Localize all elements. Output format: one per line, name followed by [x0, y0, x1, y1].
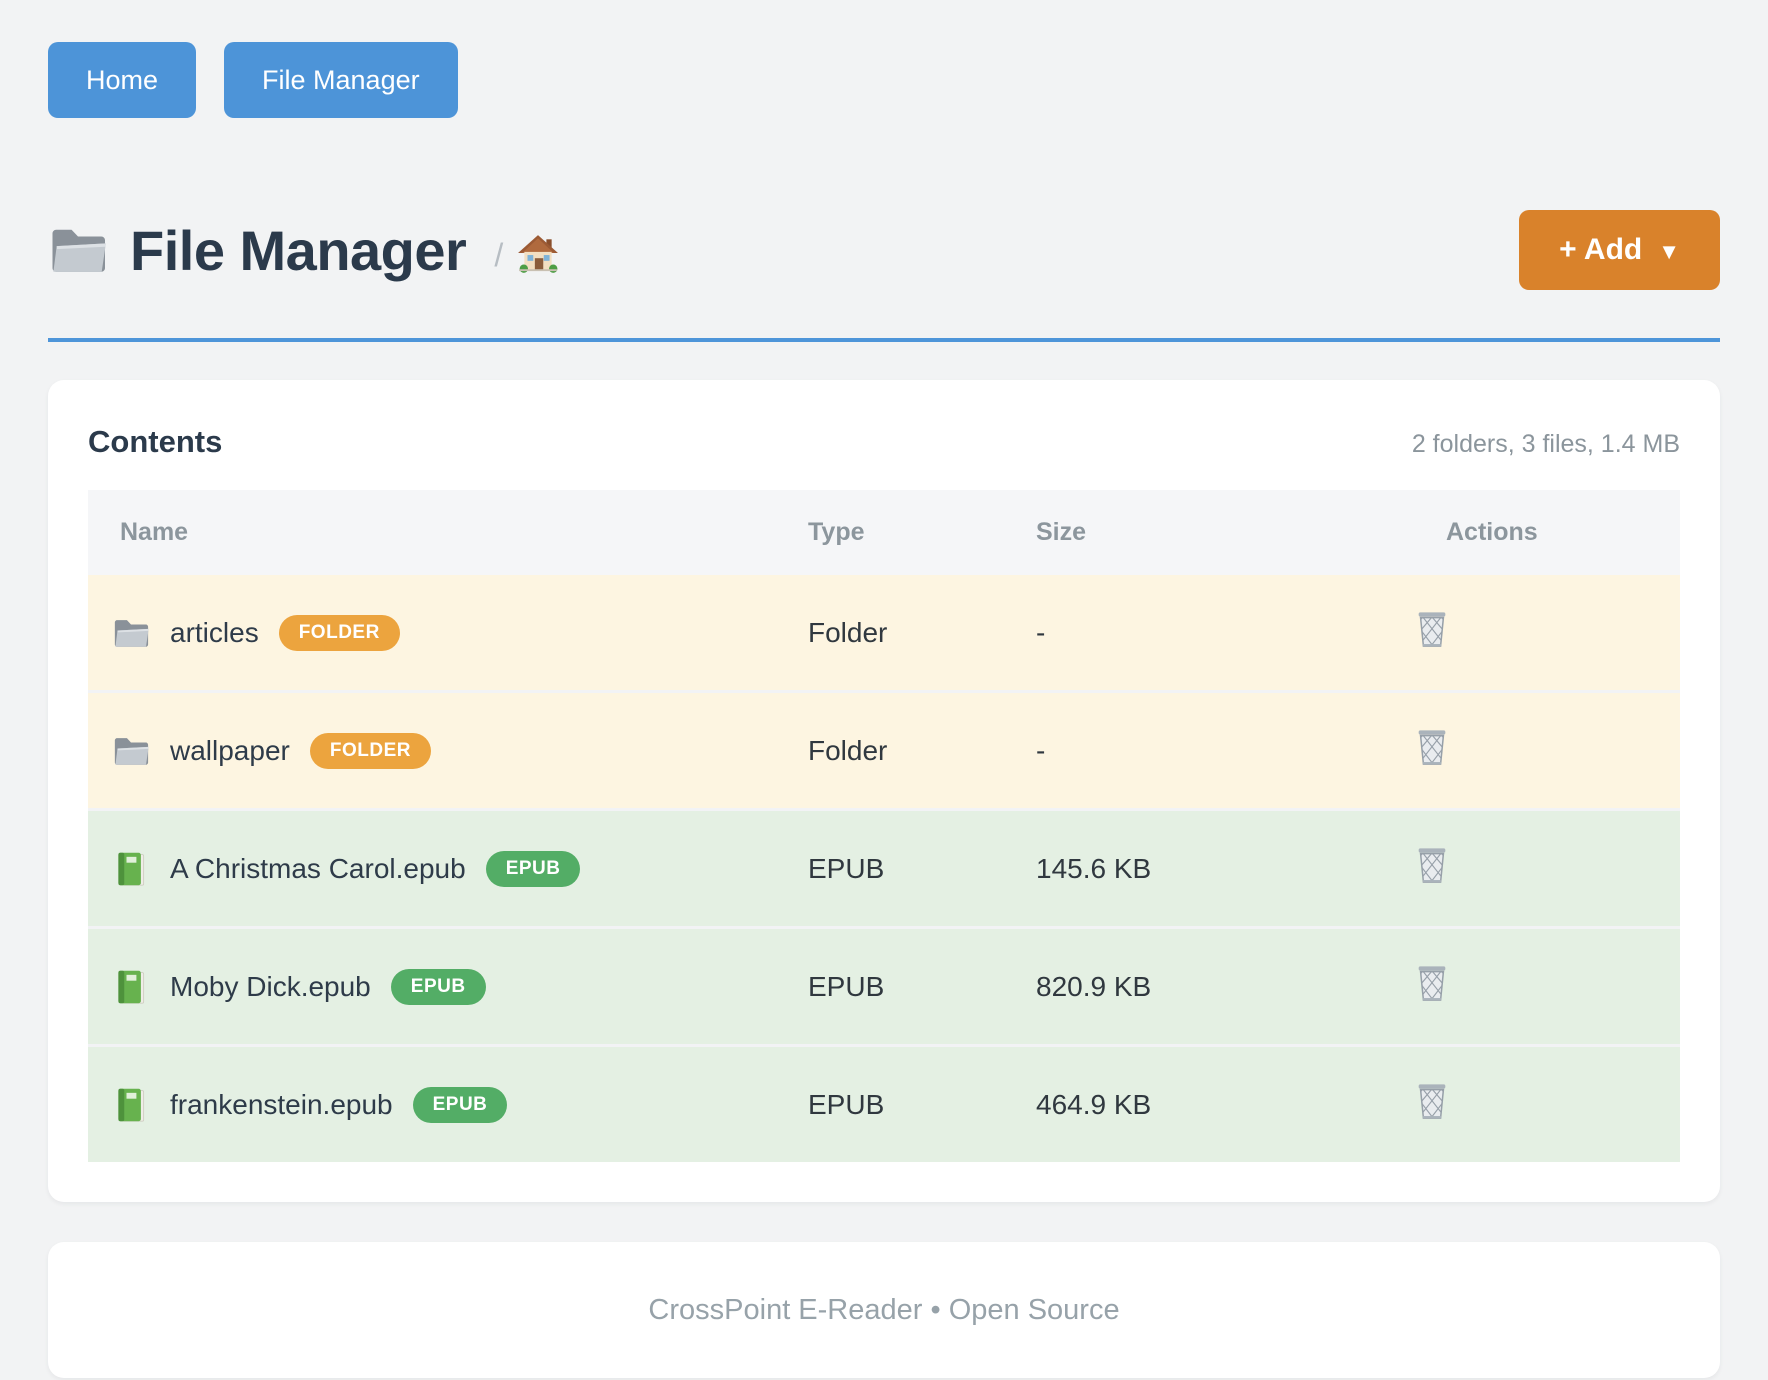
delete-button[interactable] — [1414, 963, 1450, 1003]
book-icon — [112, 851, 150, 887]
footer: CrossPoint E-Reader • Open Source — [48, 1242, 1720, 1378]
type-badge: EPUB — [390, 968, 486, 1005]
type-badge: FOLDER — [278, 614, 400, 651]
chevron-down-icon: ▼ — [1658, 239, 1680, 264]
size-cell: - — [1012, 575, 1390, 692]
files-table: Name Type Size Actions articles FOLDER F… — [88, 490, 1680, 1162]
table-row: A Christmas Carol.epub EPUB EPUB 145.6 K… — [88, 808, 1680, 928]
contents-heading: Contents — [88, 424, 223, 459]
delete-button[interactable] — [1414, 609, 1450, 649]
trash-icon — [1414, 963, 1450, 1003]
type-cell: EPUB — [784, 808, 1012, 928]
table-row: frankenstein.epub EPUB EPUB 464.9 KB — [88, 1044, 1680, 1162]
type-cell: Folder — [784, 690, 1012, 810]
trash-icon — [1414, 727, 1450, 767]
header-divider — [48, 338, 1720, 342]
file-name[interactable]: wallpaper — [170, 734, 290, 766]
trash-icon — [1414, 845, 1450, 885]
footer-text: CrossPoint E-Reader • Open Source — [648, 1293, 1120, 1326]
add-button-label: + Add — [1559, 233, 1643, 266]
type-badge: EPUB — [485, 850, 581, 887]
delete-button[interactable] — [1414, 727, 1450, 767]
column-header-size: Size — [1012, 490, 1390, 575]
size-cell: 820.9 KB — [1012, 926, 1390, 1046]
type-cell: EPUB — [784, 1044, 1012, 1162]
type-cell: EPUB — [784, 926, 1012, 1046]
add-button[interactable]: + Add ▼ — [1519, 210, 1720, 290]
contents-card-header: Contents 2 folders, 3 files, 1.4 MB — [88, 424, 1680, 460]
nav-home-button[interactable]: Home — [48, 42, 197, 118]
page-title: File Manager — [130, 218, 467, 282]
trash-icon — [1414, 609, 1450, 649]
nav-file-manager-button[interactable]: File Manager — [224, 42, 458, 118]
table-row: articles FOLDER Folder - — [88, 575, 1680, 692]
contents-card: Contents 2 folders, 3 files, 1.4 MB Name… — [48, 380, 1720, 1202]
folder-icon — [112, 733, 150, 769]
size-cell: 464.9 KB — [1012, 1044, 1390, 1162]
files-table-header: Name Type Size Actions — [88, 490, 1680, 575]
delete-button[interactable] — [1414, 1081, 1450, 1121]
contents-summary: 2 folders, 3 files, 1.4 MB — [1411, 430, 1680, 458]
home-icon[interactable] — [517, 233, 559, 275]
breadcrumb-separator: / — [494, 236, 504, 273]
folder-icon — [112, 615, 150, 651]
top-navigation: Home File Manager — [48, 42, 1720, 118]
column-header-name: Name — [88, 490, 784, 575]
book-icon — [112, 1087, 150, 1123]
file-name[interactable]: Moby Dick.epub — [170, 970, 371, 1002]
type-cell: Folder — [784, 575, 1012, 692]
size-cell: 145.6 KB — [1012, 808, 1390, 928]
type-badge: FOLDER — [309, 732, 431, 769]
file-name[interactable]: A Christmas Carol.epub — [170, 852, 466, 884]
contents-table-body: articles FOLDER Folder - wallpaper FOLDE… — [88, 575, 1680, 1162]
table-row: Moby Dick.epub EPUB EPUB 820.9 KB — [88, 926, 1680, 1046]
folder-icon — [48, 224, 108, 276]
title-group: File Manager / — [48, 218, 559, 283]
table-row: wallpaper FOLDER Folder - — [88, 690, 1680, 810]
page-header: File Manager / + Add ▼ — [48, 210, 1720, 290]
file-name[interactable]: articles — [170, 616, 259, 648]
type-badge: EPUB — [412, 1086, 508, 1123]
column-header-actions: Actions — [1390, 490, 1680, 575]
size-cell: - — [1012, 690, 1390, 810]
trash-icon — [1414, 1081, 1450, 1121]
column-header-type: Type — [784, 490, 1012, 575]
file-name[interactable]: frankenstein.epub — [170, 1088, 393, 1120]
book-icon — [112, 969, 150, 1005]
delete-button[interactable] — [1414, 845, 1450, 885]
